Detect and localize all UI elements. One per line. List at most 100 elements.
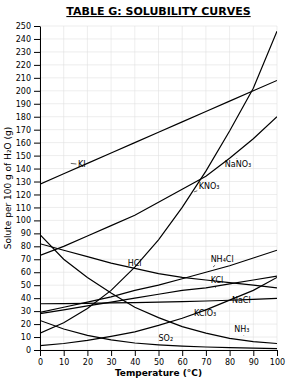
tick-label: 20 (21, 320, 31, 329)
tick-mark (34, 207, 40, 208)
tick-mark (34, 259, 40, 260)
tick-label: 140 (16, 165, 31, 174)
annotation: SO₂ (159, 334, 174, 343)
tick: 90 (249, 350, 259, 367)
series-line (40, 31, 277, 333)
tick: 100 (16, 216, 40, 225)
tick-mark (34, 311, 40, 312)
tick-label: 50 (21, 281, 31, 290)
tick: 30 (107, 350, 117, 367)
series-line (40, 320, 277, 348)
annotation-arrow (213, 265, 215, 267)
grid-line (40, 90, 277, 91)
tick-label: 150 (16, 152, 31, 161)
tick-label: 70 (21, 255, 31, 264)
tick-label: 120 (16, 191, 31, 200)
grid-line (158, 26, 159, 350)
tick-label: 0 (38, 358, 43, 367)
tick-label: 50 (154, 358, 164, 367)
tick-label: 160 (16, 139, 31, 148)
tick-mark (34, 220, 40, 221)
grid-line (40, 142, 277, 143)
annotation: NaNO₃ (225, 160, 251, 169)
tick-mark (277, 350, 278, 356)
tick: 130 (16, 178, 40, 187)
plot-area (40, 31, 277, 348)
tick-label: 220 (16, 61, 31, 70)
grid (40, 26, 277, 350)
tick-mark (34, 91, 40, 92)
tick: 90 (21, 229, 40, 238)
tick-label: 130 (16, 178, 31, 187)
tick: 120 (16, 191, 40, 200)
tick: 150 (16, 152, 40, 161)
tick-label: 110 (16, 204, 31, 213)
tick: 30 (21, 307, 40, 316)
tick-mark (34, 52, 40, 53)
tick-label: 70 (201, 358, 211, 367)
tick-mark (34, 169, 40, 170)
series-line (40, 117, 277, 256)
y-axis: 0102030405060708090100110120130140150160… (16, 22, 41, 355)
tick: 80 (21, 242, 40, 251)
axis-line (40, 27, 41, 351)
tick-mark (182, 350, 183, 356)
tick-label: 10 (59, 358, 69, 367)
tick-mark (159, 350, 160, 356)
grid-line (40, 194, 277, 195)
tick: 40 (21, 294, 40, 303)
tick-label: 40 (21, 294, 31, 303)
tick-label: 40 (130, 358, 140, 367)
tick-mark (34, 324, 40, 325)
annotation: HCl (128, 259, 142, 268)
tick: 180 (16, 113, 40, 122)
tick-mark (64, 350, 65, 356)
series-line (40, 277, 277, 345)
tick-label: 80 (21, 242, 31, 251)
grid-line (63, 26, 64, 350)
annotation: NH₃ (234, 325, 249, 334)
tick-mark (253, 350, 254, 356)
tick: 10 (21, 333, 40, 342)
annotation: NaCl (232, 296, 251, 305)
tick: 200 (16, 87, 40, 96)
tick: 220 (16, 61, 40, 70)
annotation-arrow (194, 191, 197, 192)
tick-mark (34, 104, 40, 105)
tick-mark (34, 39, 40, 40)
grid-line (40, 103, 277, 104)
grid-line (40, 272, 277, 273)
tick: 40 (130, 350, 140, 367)
tick-label: 250 (16, 22, 31, 31)
tick-mark (34, 350, 40, 351)
tick-mark (111, 350, 112, 356)
grid-line (40, 38, 277, 39)
tick: 20 (83, 350, 93, 367)
grid-line (40, 181, 277, 182)
tick-mark (34, 78, 40, 79)
tick: 110 (16, 204, 40, 213)
tick-label: 100 (16, 216, 31, 225)
tick: 140 (16, 165, 40, 174)
annotation: NH₄Cl (211, 255, 234, 264)
tick: 80 (225, 350, 235, 367)
annotation: KI (78, 160, 86, 169)
tick-mark (34, 246, 40, 247)
tick-label: 30 (21, 307, 31, 316)
tick: 250 (16, 22, 40, 31)
tick: 10 (59, 350, 69, 367)
tick-label: 90 (21, 229, 31, 238)
tick: 60 (178, 350, 188, 367)
chart: 0102030405060708090100010203040506070809… (0, 0, 289, 382)
tick: 70 (201, 350, 211, 367)
tick: 20 (21, 320, 40, 329)
tick-label: 210 (16, 74, 31, 83)
tick: 210 (16, 74, 40, 83)
grid-line (40, 155, 277, 156)
tick-label: 60 (178, 358, 188, 367)
grid-line (40, 207, 277, 208)
series-line (40, 250, 277, 312)
tick-label: 60 (21, 268, 31, 277)
grid-line (40, 77, 277, 78)
tick-label: 20 (83, 358, 93, 367)
